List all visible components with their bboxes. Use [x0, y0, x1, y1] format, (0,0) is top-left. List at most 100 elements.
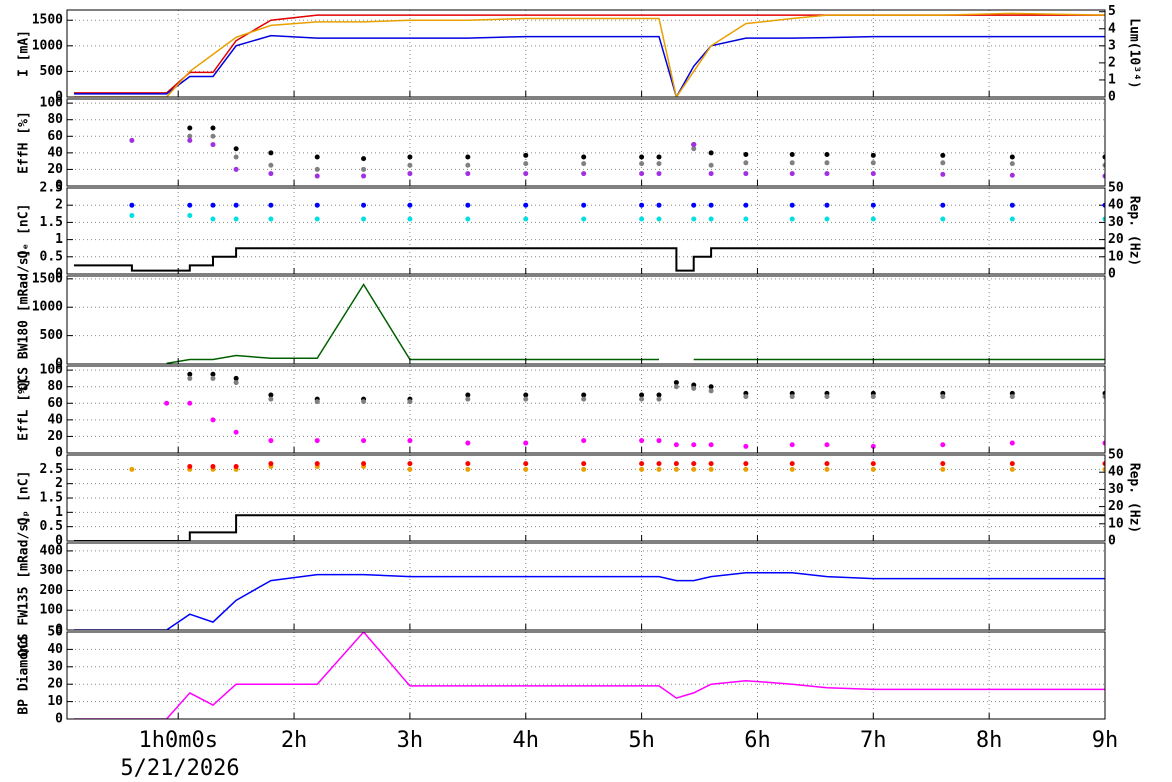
data-point [1009, 172, 1015, 178]
data-point [789, 466, 795, 472]
y2-axis-label: Rep. (Hz) [1127, 463, 1142, 533]
data-point [187, 375, 193, 381]
y-tick-label: 1 [55, 232, 63, 247]
data-point [1009, 394, 1015, 400]
data-point [691, 385, 697, 391]
data-point [639, 154, 645, 160]
data-point [268, 216, 274, 222]
y2-tick-label: 30 [1108, 215, 1124, 230]
data-point [1009, 461, 1015, 467]
data-point [639, 216, 645, 222]
panel-border [66, 365, 1106, 454]
data-point [523, 161, 529, 167]
data-point [164, 400, 170, 406]
data-point [940, 152, 946, 158]
data-point [210, 371, 216, 377]
series-group [74, 461, 1105, 541]
data-point [233, 146, 239, 152]
data-point [1009, 216, 1015, 222]
data-point [1102, 440, 1105, 446]
panel-border [66, 9, 1106, 98]
data-point [789, 216, 795, 222]
data-point [407, 461, 413, 467]
data-point [789, 442, 795, 448]
y-tick-label: 1.5 [40, 215, 63, 230]
y-tick-label: 10 [47, 694, 63, 709]
y2-tick-label: 20 [1108, 499, 1124, 514]
data-point [523, 440, 529, 446]
data-point [210, 133, 216, 139]
data-point [361, 461, 367, 467]
y-axis-label: EffL [%] [17, 378, 32, 441]
data-point [1102, 173, 1105, 179]
data-point [407, 216, 413, 222]
data-point [870, 443, 876, 449]
data-point [210, 125, 216, 131]
data-point [673, 461, 679, 467]
x-tick-label: 5h [628, 728, 655, 753]
panel [67, 10, 1105, 97]
data-point [789, 394, 795, 400]
y2-tick-label: 3 [1108, 38, 1116, 53]
data-point [743, 202, 749, 208]
data-point [314, 216, 320, 222]
x-tick-label: 6h [744, 728, 771, 753]
data-point [268, 171, 274, 177]
series-line [74, 632, 1105, 719]
data-point [465, 461, 471, 467]
data-point [233, 375, 239, 381]
data-point [314, 173, 320, 179]
y-tick-label: 40 [47, 412, 63, 427]
data-point [691, 466, 697, 472]
data-point [743, 466, 749, 472]
y2-tick-label: 20 [1108, 232, 1124, 247]
data-point [233, 202, 239, 208]
data-point [824, 171, 830, 177]
data-point [581, 216, 587, 222]
data-point [708, 384, 714, 390]
data-point [187, 213, 193, 219]
y-axis-label: QCS FW135 [mRad/s] [17, 516, 32, 657]
y2-tick-label: 10 [1108, 516, 1124, 531]
y-tick-label: 100 [40, 363, 64, 378]
panel [67, 366, 1105, 453]
data-point [940, 466, 946, 472]
data-point [870, 202, 876, 208]
data-point [523, 202, 529, 208]
y2-tick-label: 0 [1108, 534, 1116, 549]
y-tick-label: 20 [47, 162, 63, 177]
data-point [656, 461, 662, 467]
y-tick-label: 80 [47, 379, 63, 394]
x-tick-label: 1h0m0s [138, 728, 217, 753]
data-point [1102, 216, 1105, 222]
data-point [940, 216, 946, 222]
y-tick-label: 1500 [32, 13, 63, 28]
data-point [824, 216, 830, 222]
data-point [743, 152, 749, 158]
data-point [691, 202, 697, 208]
data-point [268, 461, 274, 467]
y2-tick-label: 10 [1108, 249, 1124, 264]
data-point [639, 161, 645, 167]
data-point [656, 438, 662, 444]
data-point [639, 396, 645, 402]
data-point [210, 202, 216, 208]
data-point [1009, 202, 1015, 208]
y2-tick-label: 0 [1108, 90, 1116, 105]
data-point [314, 154, 320, 160]
y-tick-label: 100 [40, 96, 64, 111]
y-tick-label: 80 [47, 112, 63, 127]
data-point [691, 461, 697, 467]
data-point [940, 202, 946, 208]
data-point [233, 166, 239, 172]
data-point [824, 160, 830, 166]
data-point [523, 466, 529, 472]
data-point [656, 396, 662, 402]
x-tick-label: 7h [860, 728, 887, 753]
data-point [523, 152, 529, 158]
y-axis-label: I [mA] [17, 30, 32, 77]
data-point [1102, 154, 1105, 160]
y2-tick-label: 0 [1108, 267, 1116, 282]
data-point [187, 463, 193, 469]
data-point [268, 392, 274, 398]
